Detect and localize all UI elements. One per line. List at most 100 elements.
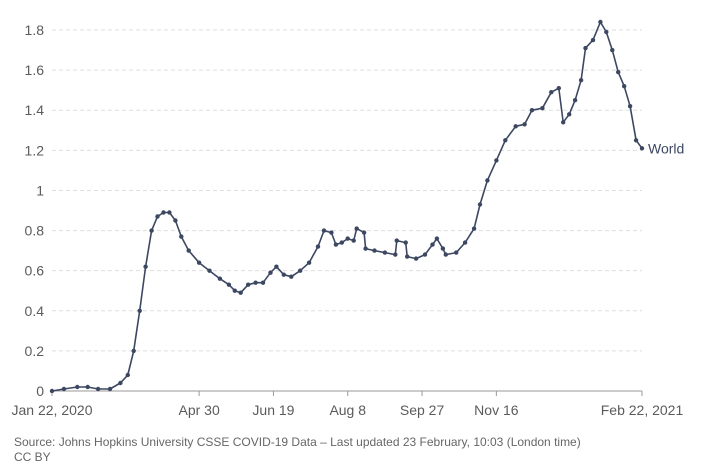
data-point — [561, 120, 566, 125]
data-point — [345, 236, 350, 241]
data-point — [477, 202, 483, 207]
data-point — [598, 19, 603, 25]
data-point — [207, 268, 212, 273]
y-tick-label: 1.6 — [25, 62, 45, 78]
data-point — [238, 290, 243, 295]
data-point — [413, 256, 419, 261]
data-point — [556, 86, 561, 91]
data-point — [61, 386, 67, 392]
data-point — [167, 210, 172, 215]
data-point — [161, 210, 166, 215]
data-point — [394, 238, 399, 243]
data-point — [405, 254, 410, 259]
x-tick-label: Apr 30 — [179, 402, 220, 418]
data-point — [306, 260, 312, 265]
data-point — [75, 384, 80, 390]
data-point — [246, 282, 251, 287]
data-point — [485, 178, 490, 183]
data-point — [471, 226, 477, 231]
data-point — [639, 146, 645, 151]
y-tick-label: 0.8 — [25, 223, 45, 239]
data-point — [274, 264, 279, 269]
data-point — [155, 214, 160, 219]
data-point — [494, 158, 499, 163]
data-point — [107, 386, 113, 392]
x-tick-label: Jan 22, 2020 — [12, 402, 93, 418]
data-point — [403, 240, 408, 245]
data-point — [186, 248, 191, 253]
data-point — [149, 228, 154, 233]
data-point — [232, 288, 237, 293]
x-tick-label: Jun 19 — [252, 402, 294, 418]
series-layer — [49, 19, 645, 394]
data-point — [549, 90, 554, 95]
data-point — [321, 228, 327, 233]
data-point — [363, 246, 368, 251]
data-point — [627, 104, 633, 109]
data-point — [268, 270, 273, 275]
data-point — [610, 47, 615, 53]
data-point — [179, 234, 184, 239]
data-point — [49, 388, 55, 394]
data-point — [333, 242, 339, 247]
data-point — [382, 250, 388, 255]
data-point — [443, 252, 448, 257]
data-point — [462, 240, 468, 245]
data-point — [372, 248, 377, 253]
data-point — [95, 386, 101, 392]
data-point — [329, 230, 334, 235]
data-point — [590, 37, 596, 43]
y-axis: 0 0.2 0.4 0.6 0.8 1 1.2 1.4 1.6 1.8 — [25, 22, 45, 399]
data-point — [503, 138, 508, 143]
data-point — [604, 29, 609, 35]
x-tick-label: Sep 27 — [400, 402, 445, 418]
data-point — [572, 98, 578, 103]
data-point — [422, 252, 428, 257]
data-point — [85, 384, 90, 390]
data-point — [289, 274, 294, 279]
y-tick-label: 0.6 — [25, 263, 45, 279]
data-point — [393, 252, 398, 257]
data-point — [217, 276, 223, 281]
grid — [52, 29, 642, 392]
data-point — [315, 244, 321, 249]
source-note: Source: Johns Hopkins University CSSE CO… — [14, 435, 581, 449]
data-point — [260, 280, 266, 285]
x-tick-label: Feb 22, 2021 — [601, 402, 684, 418]
data-point — [351, 238, 356, 243]
data-point — [118, 380, 123, 386]
data-point — [529, 108, 535, 113]
y-tick-label: 0.4 — [25, 303, 45, 319]
data-point — [143, 264, 148, 269]
data-point — [281, 272, 286, 277]
data-point — [616, 69, 621, 75]
data-point — [173, 218, 178, 223]
x-axis: Jan 22, 2020 Apr 30 Jun 19 Aug 8 Sep 27 Nov 1… — [12, 391, 684, 418]
data-point — [540, 106, 545, 111]
data-point — [430, 242, 435, 247]
data-point — [578, 78, 584, 83]
y-tick-label: 1.2 — [25, 142, 45, 158]
data-point — [454, 250, 459, 255]
y-tick-label: 0.2 — [25, 343, 45, 359]
data-point — [434, 236, 440, 241]
data-point — [361, 230, 367, 235]
data-point — [567, 112, 572, 117]
data-point — [125, 372, 130, 378]
data-point — [622, 84, 627, 89]
data-point — [339, 240, 344, 245]
x-tick-label: Aug 8 — [329, 402, 366, 418]
data-point — [440, 246, 446, 251]
data-point — [354, 226, 359, 231]
y-tick-label: 1.8 — [25, 22, 45, 38]
series-labels: World — [648, 140, 684, 156]
license-note: CC BY — [14, 450, 51, 464]
data-point — [137, 308, 142, 313]
series-line-world — [51, 21, 643, 392]
data-point — [226, 282, 232, 287]
x-tick-label: Nov 16 — [474, 402, 519, 418]
data-point — [633, 138, 639, 143]
data-point — [513, 124, 518, 129]
y-tick-label: 0 — [36, 383, 44, 399]
